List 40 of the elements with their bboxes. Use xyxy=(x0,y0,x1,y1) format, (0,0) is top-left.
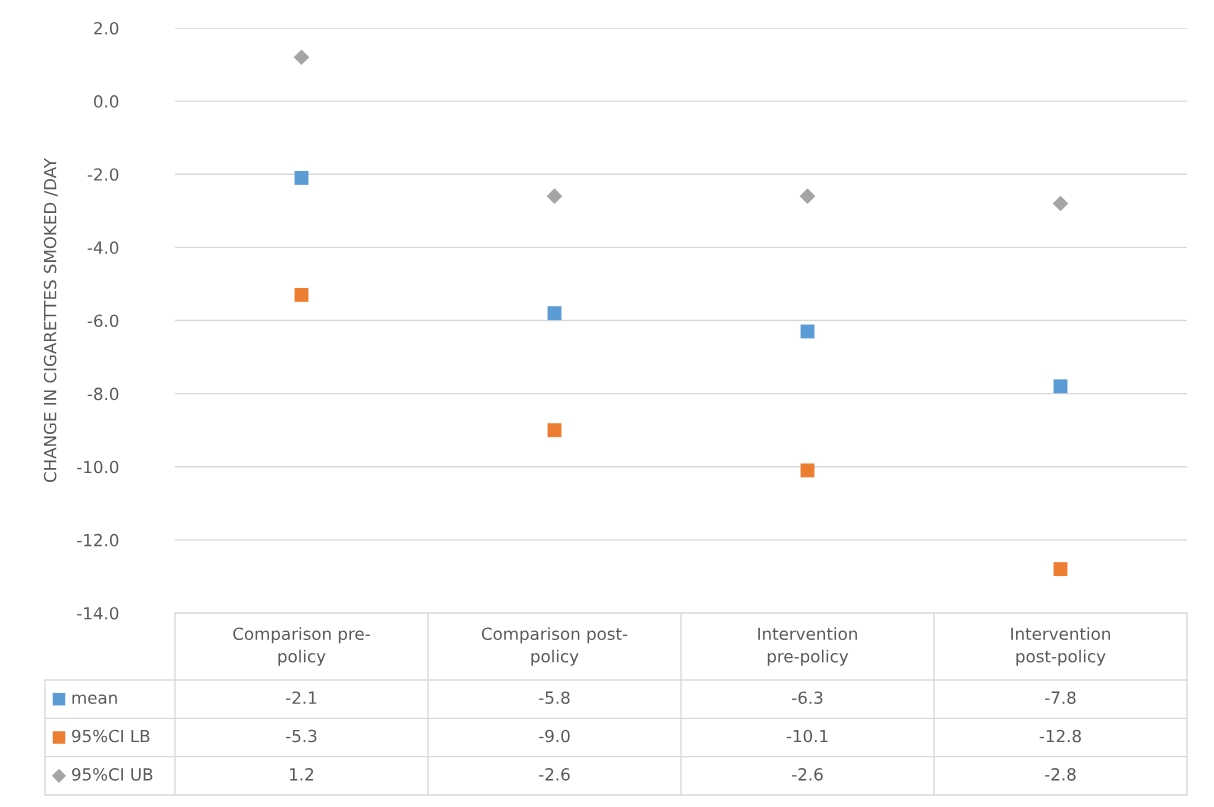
point xyxy=(1053,379,1068,394)
point xyxy=(546,188,563,205)
data-label: -2.6 xyxy=(792,768,823,781)
x-tick-label: Intervention post-policy xyxy=(1011,627,1110,666)
data-label: 1.2 xyxy=(290,768,314,781)
data-label: -7.8 xyxy=(1045,691,1076,704)
point xyxy=(799,188,816,205)
y-axis-title: CHANGE IN CIGARETTES SMOKED /DAY xyxy=(43,157,58,483)
legend-label: 95%CI UB xyxy=(72,768,153,781)
y-tick-label: -4.0 xyxy=(87,241,119,254)
y-tick-label: -10.0 xyxy=(77,460,119,474)
x-tick-label: Intervention pre-policy xyxy=(758,627,857,666)
point xyxy=(294,170,309,185)
y-tick-label: -8.0 xyxy=(87,387,119,401)
point xyxy=(547,423,562,438)
y-tick-label: 2.0 xyxy=(94,21,119,35)
data-label: -2.6 xyxy=(539,768,570,781)
point xyxy=(547,306,562,321)
data-label: -5.8 xyxy=(539,691,570,704)
legend-label: mean xyxy=(72,694,117,704)
point xyxy=(294,287,309,302)
data-label: -10.1 xyxy=(786,729,828,743)
point xyxy=(293,49,310,66)
y-tick-label: 0.0 xyxy=(94,95,119,108)
data-label: -2.1 xyxy=(286,691,317,704)
x-tick-label: Comparison pre-policy xyxy=(233,627,370,666)
y-tick-label: -12.0 xyxy=(77,533,119,547)
data-label: -6.3 xyxy=(792,691,823,704)
point xyxy=(800,463,815,478)
point xyxy=(1052,195,1069,212)
y-tick-label: -14.0 xyxy=(77,606,119,620)
legend-label: 95%CI LB xyxy=(72,729,150,743)
point xyxy=(1053,562,1068,577)
data-label: -5.3 xyxy=(286,729,317,743)
y-tick-label: -2.0 xyxy=(87,168,119,181)
data-label: -9.0 xyxy=(539,729,570,743)
data-label: -2.8 xyxy=(1045,768,1076,781)
y-tick-label: -6.0 xyxy=(87,314,119,328)
x-tick-label: Comparison post-policy xyxy=(481,627,628,666)
data-label: -12.8 xyxy=(1039,729,1081,743)
